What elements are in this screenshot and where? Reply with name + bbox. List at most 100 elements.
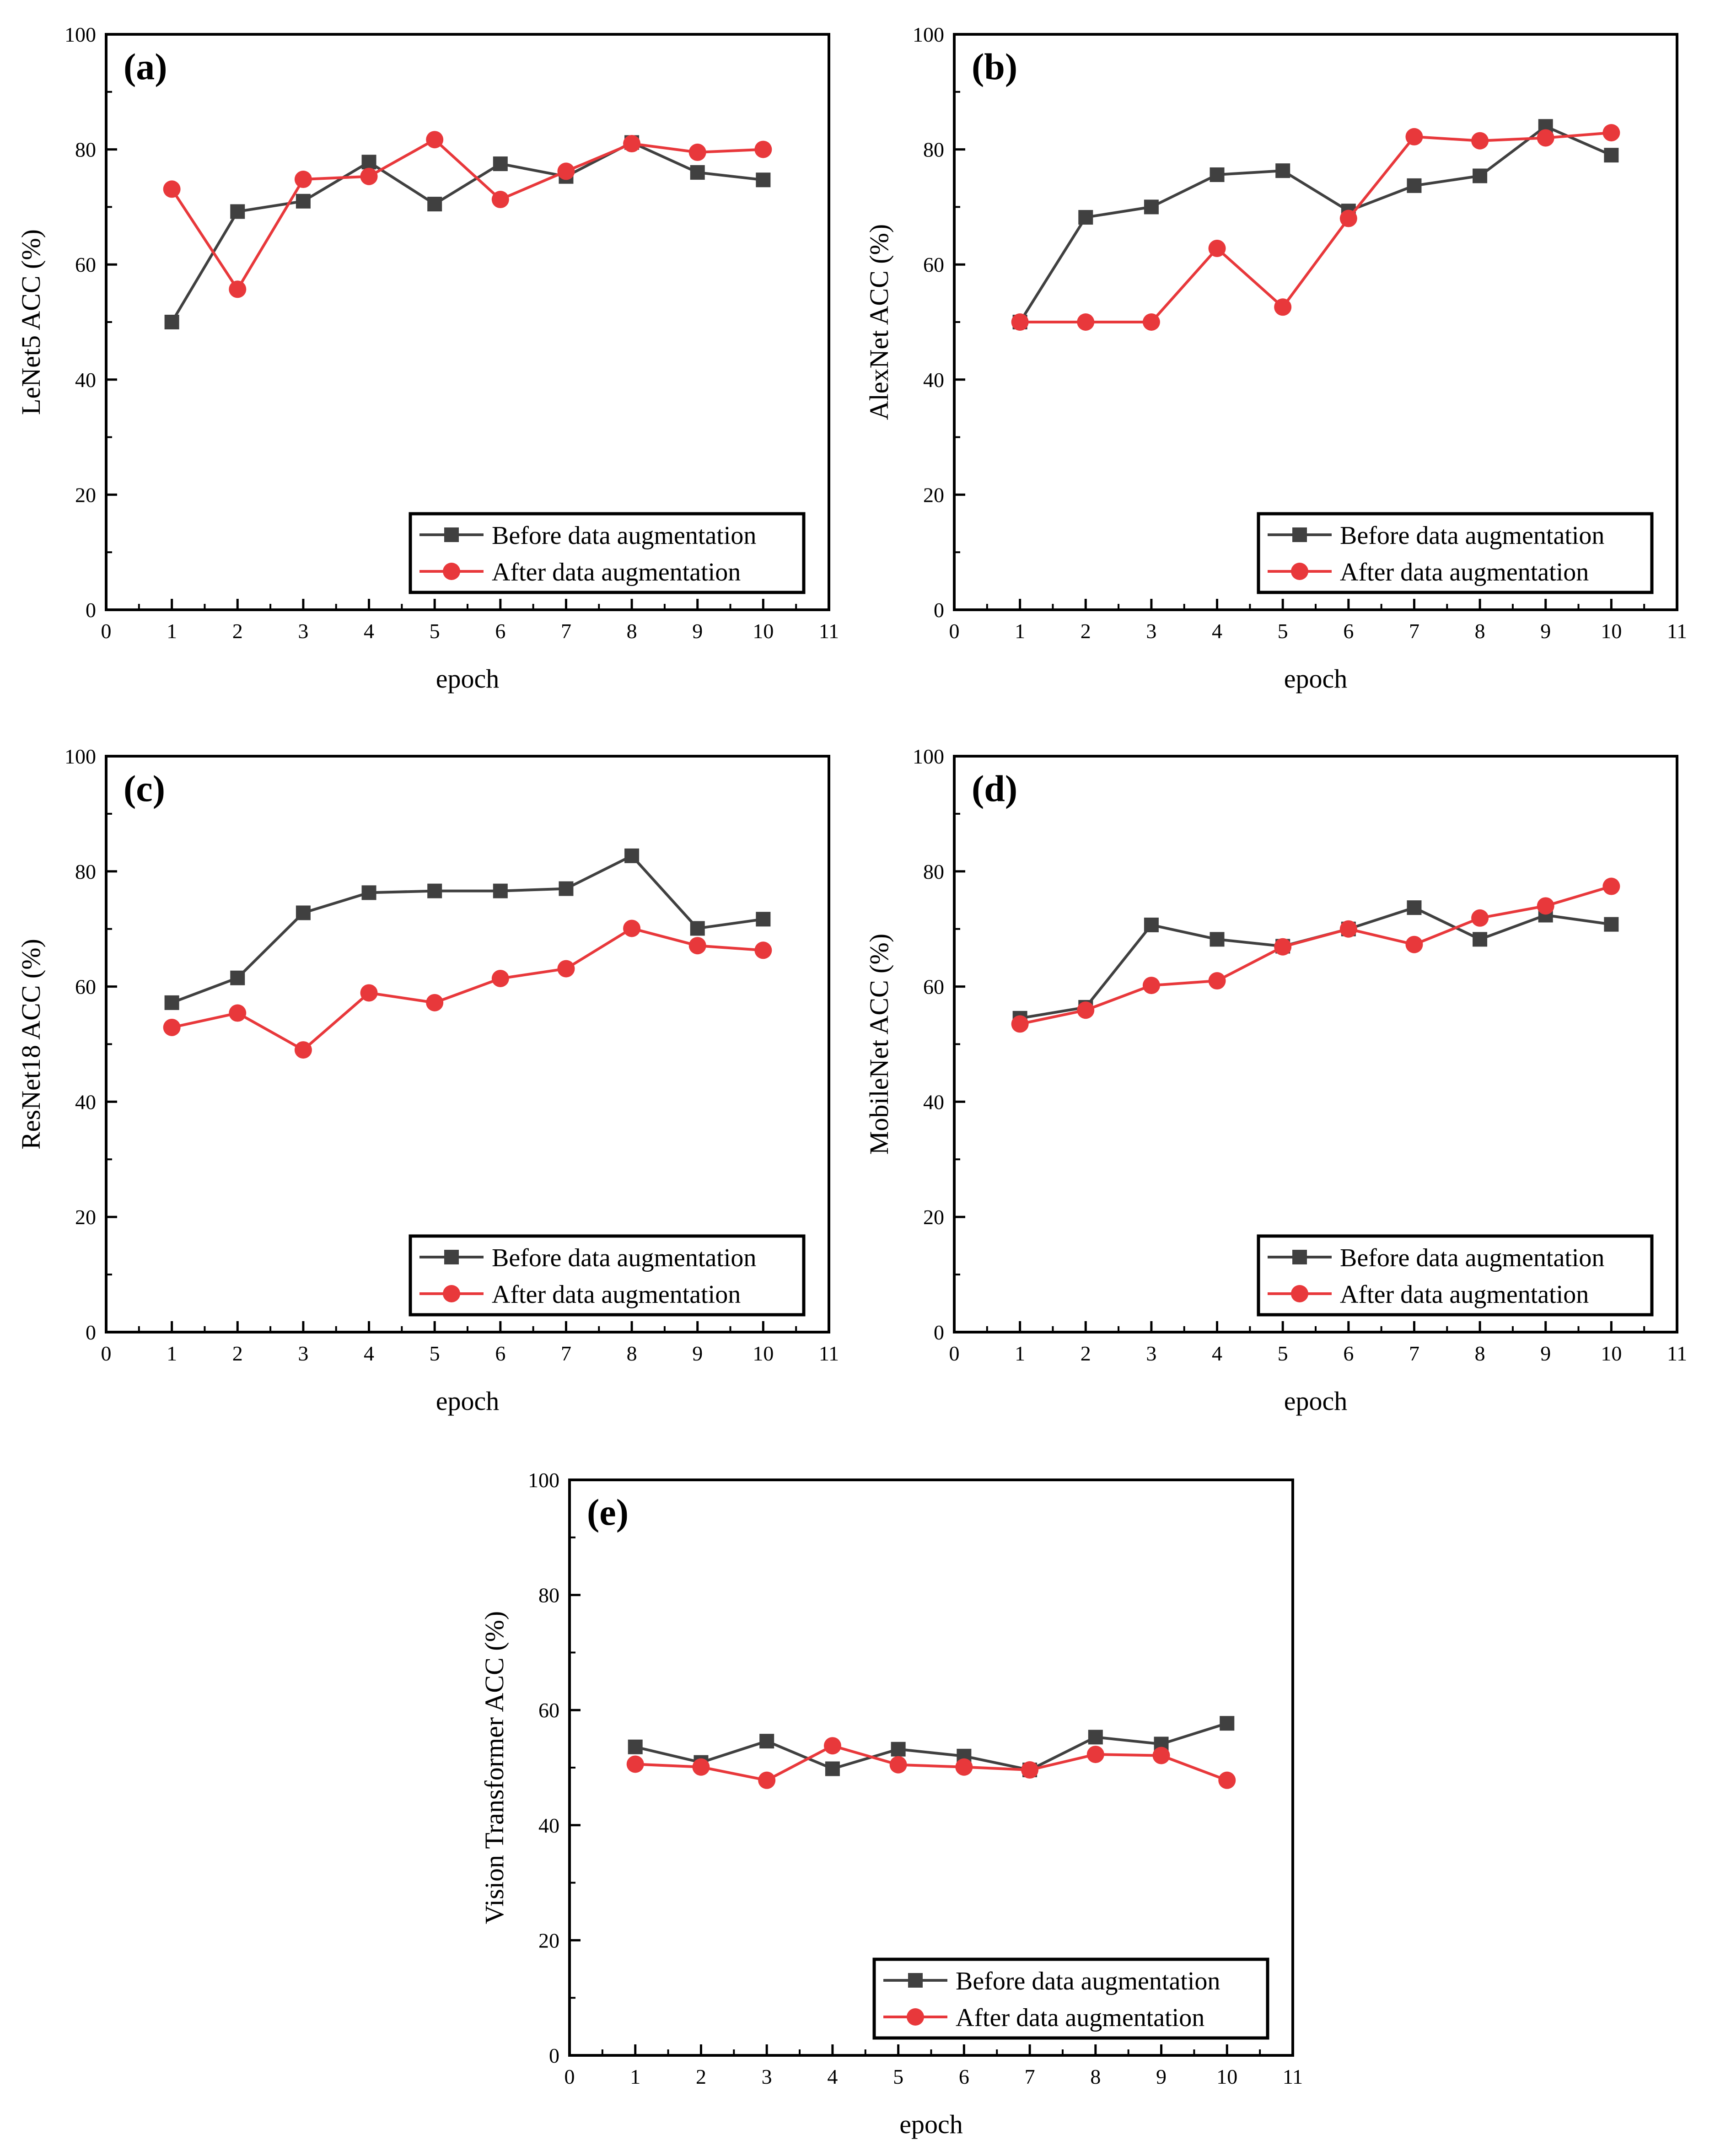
after-data-point: [1405, 128, 1423, 145]
x-tick-label: 7: [561, 1342, 571, 1365]
chart-panel-d: 0 1 2 3 4 5 6 7 8 9 10 11 0 20 40 60 80 100 epoch MobileNet…: [864, 745, 1687, 1416]
before-data-point: [1088, 1730, 1103, 1745]
y-tick-label: 100: [913, 23, 944, 46]
before-data-point: [690, 921, 705, 936]
x-tick-label: 1: [630, 2065, 640, 2088]
x-tick-label: 0: [101, 1342, 112, 1365]
legend: Before data augmentation After data augme…: [409, 512, 806, 594]
before-data-point: [1407, 178, 1422, 193]
after-data-point: [1208, 239, 1226, 257]
legend-circle-marker: [907, 2008, 924, 2026]
before-data-point: [230, 970, 245, 985]
after-series-line: [635, 1744, 1228, 1782]
after-data-point: [1086, 1746, 1104, 1764]
y-tick-label: 80: [75, 138, 96, 161]
legend-square-marker: [908, 1973, 923, 1988]
legend-label: Before data augmentation: [956, 1967, 1220, 1995]
before-data-point: [690, 165, 705, 180]
after-data-point: [229, 1004, 247, 1022]
x-tick-label: 1: [167, 1342, 177, 1365]
after-data-point: [1274, 298, 1292, 316]
y-tick-label: 0: [934, 1321, 944, 1344]
y-tick-label: 0: [86, 1321, 96, 1344]
x-tick-label: 9: [1540, 1342, 1551, 1365]
legend: Before data augmentation After data augme…: [872, 1957, 1269, 2040]
before-data-point: [427, 197, 442, 212]
after-data-point: [955, 1758, 973, 1776]
x-tick-label: 7: [1025, 2065, 1035, 2088]
after-data-point: [623, 135, 641, 153]
x-tick-label: 8: [1475, 619, 1485, 643]
x-tick-label: 1: [1015, 619, 1025, 643]
before-data-point: [1473, 932, 1488, 947]
x-tick-label: 3: [1146, 1342, 1156, 1365]
x-tick-label: 3: [298, 1342, 308, 1365]
y-tick-label: 20: [75, 1205, 96, 1229]
after-data-point: [294, 1041, 312, 1059]
before-data-point: [891, 1742, 906, 1757]
after-data-point: [229, 280, 247, 298]
before-data-point: [756, 912, 771, 927]
y-tick-label: 20: [923, 483, 944, 506]
legend-circle-marker: [443, 1285, 460, 1302]
x-tick-label: 10: [1216, 2065, 1237, 2088]
x-tick-label: 8: [627, 619, 637, 643]
y-tick-label: 100: [65, 745, 96, 768]
after-data-point: [1471, 132, 1489, 150]
legend-square-marker: [444, 1250, 459, 1264]
x-tick-label: 5: [430, 1342, 440, 1365]
y-axis-title: AlexNet ACC (%): [864, 224, 894, 420]
x-tick-label: 11: [1283, 2065, 1303, 2088]
after-data-point: [1537, 129, 1554, 147]
x-tick-label: 10: [1601, 1342, 1622, 1365]
before-data-point: [361, 885, 376, 900]
after-data-point: [823, 1737, 841, 1755]
x-tick-label: 9: [1540, 619, 1551, 643]
before-series-line: [171, 141, 763, 323]
x-tick-label: 5: [893, 2065, 903, 2088]
x-tick-label: 3: [298, 619, 308, 643]
x-tick-label: 10: [753, 619, 774, 643]
before-data-point: [1275, 163, 1290, 178]
after-data-point: [1339, 920, 1357, 938]
x-tick-label: 4: [1212, 1342, 1222, 1365]
x-tick-label: 8: [627, 1342, 637, 1365]
after-data-point: [754, 140, 772, 158]
x-tick-label: 6: [495, 619, 505, 643]
x-tick-label: 11: [819, 619, 839, 643]
legend-circle-marker: [443, 563, 460, 580]
after-data-point: [491, 969, 509, 987]
legend-square-marker: [1292, 1250, 1307, 1264]
before-data-point: [296, 194, 311, 209]
y-tick-label: 40: [923, 1090, 944, 1113]
x-tick-label: 11: [1667, 1342, 1687, 1365]
after-data-point: [1274, 938, 1292, 956]
after-data-point: [1142, 313, 1160, 331]
y-tick-label: 60: [923, 253, 944, 276]
after-data-point: [1142, 977, 1160, 995]
x-tick-label: 4: [1212, 619, 1222, 643]
x-tick-label: 6: [1343, 619, 1354, 643]
x-tick-label: 9: [1156, 2065, 1167, 2088]
y-tick-label: 80: [923, 860, 944, 883]
x-tick-label: 2: [1081, 619, 1091, 643]
after-data-point: [623, 919, 641, 937]
x-tick-label: 1: [1015, 1342, 1025, 1365]
after-series-line: [171, 927, 763, 1052]
after-data-point: [426, 994, 444, 1011]
before-data-point: [361, 155, 376, 170]
y-tick-label: 40: [923, 368, 944, 392]
before-series-line: [635, 1722, 1228, 1772]
before-data-point: [1144, 917, 1159, 932]
x-tick-label: 3: [1146, 619, 1156, 643]
x-tick-label: 8: [1475, 1342, 1485, 1365]
before-data-point: [164, 315, 179, 329]
y-tick-label: 100: [65, 23, 96, 46]
x-tick-label: 0: [101, 619, 112, 643]
legend-label: Before data augmentation: [492, 522, 756, 550]
x-tick-label: 5: [1278, 619, 1288, 643]
x-tick-label: 5: [1278, 1342, 1288, 1365]
after-data-point: [1339, 210, 1357, 227]
x-tick-label: 7: [1409, 1342, 1419, 1365]
